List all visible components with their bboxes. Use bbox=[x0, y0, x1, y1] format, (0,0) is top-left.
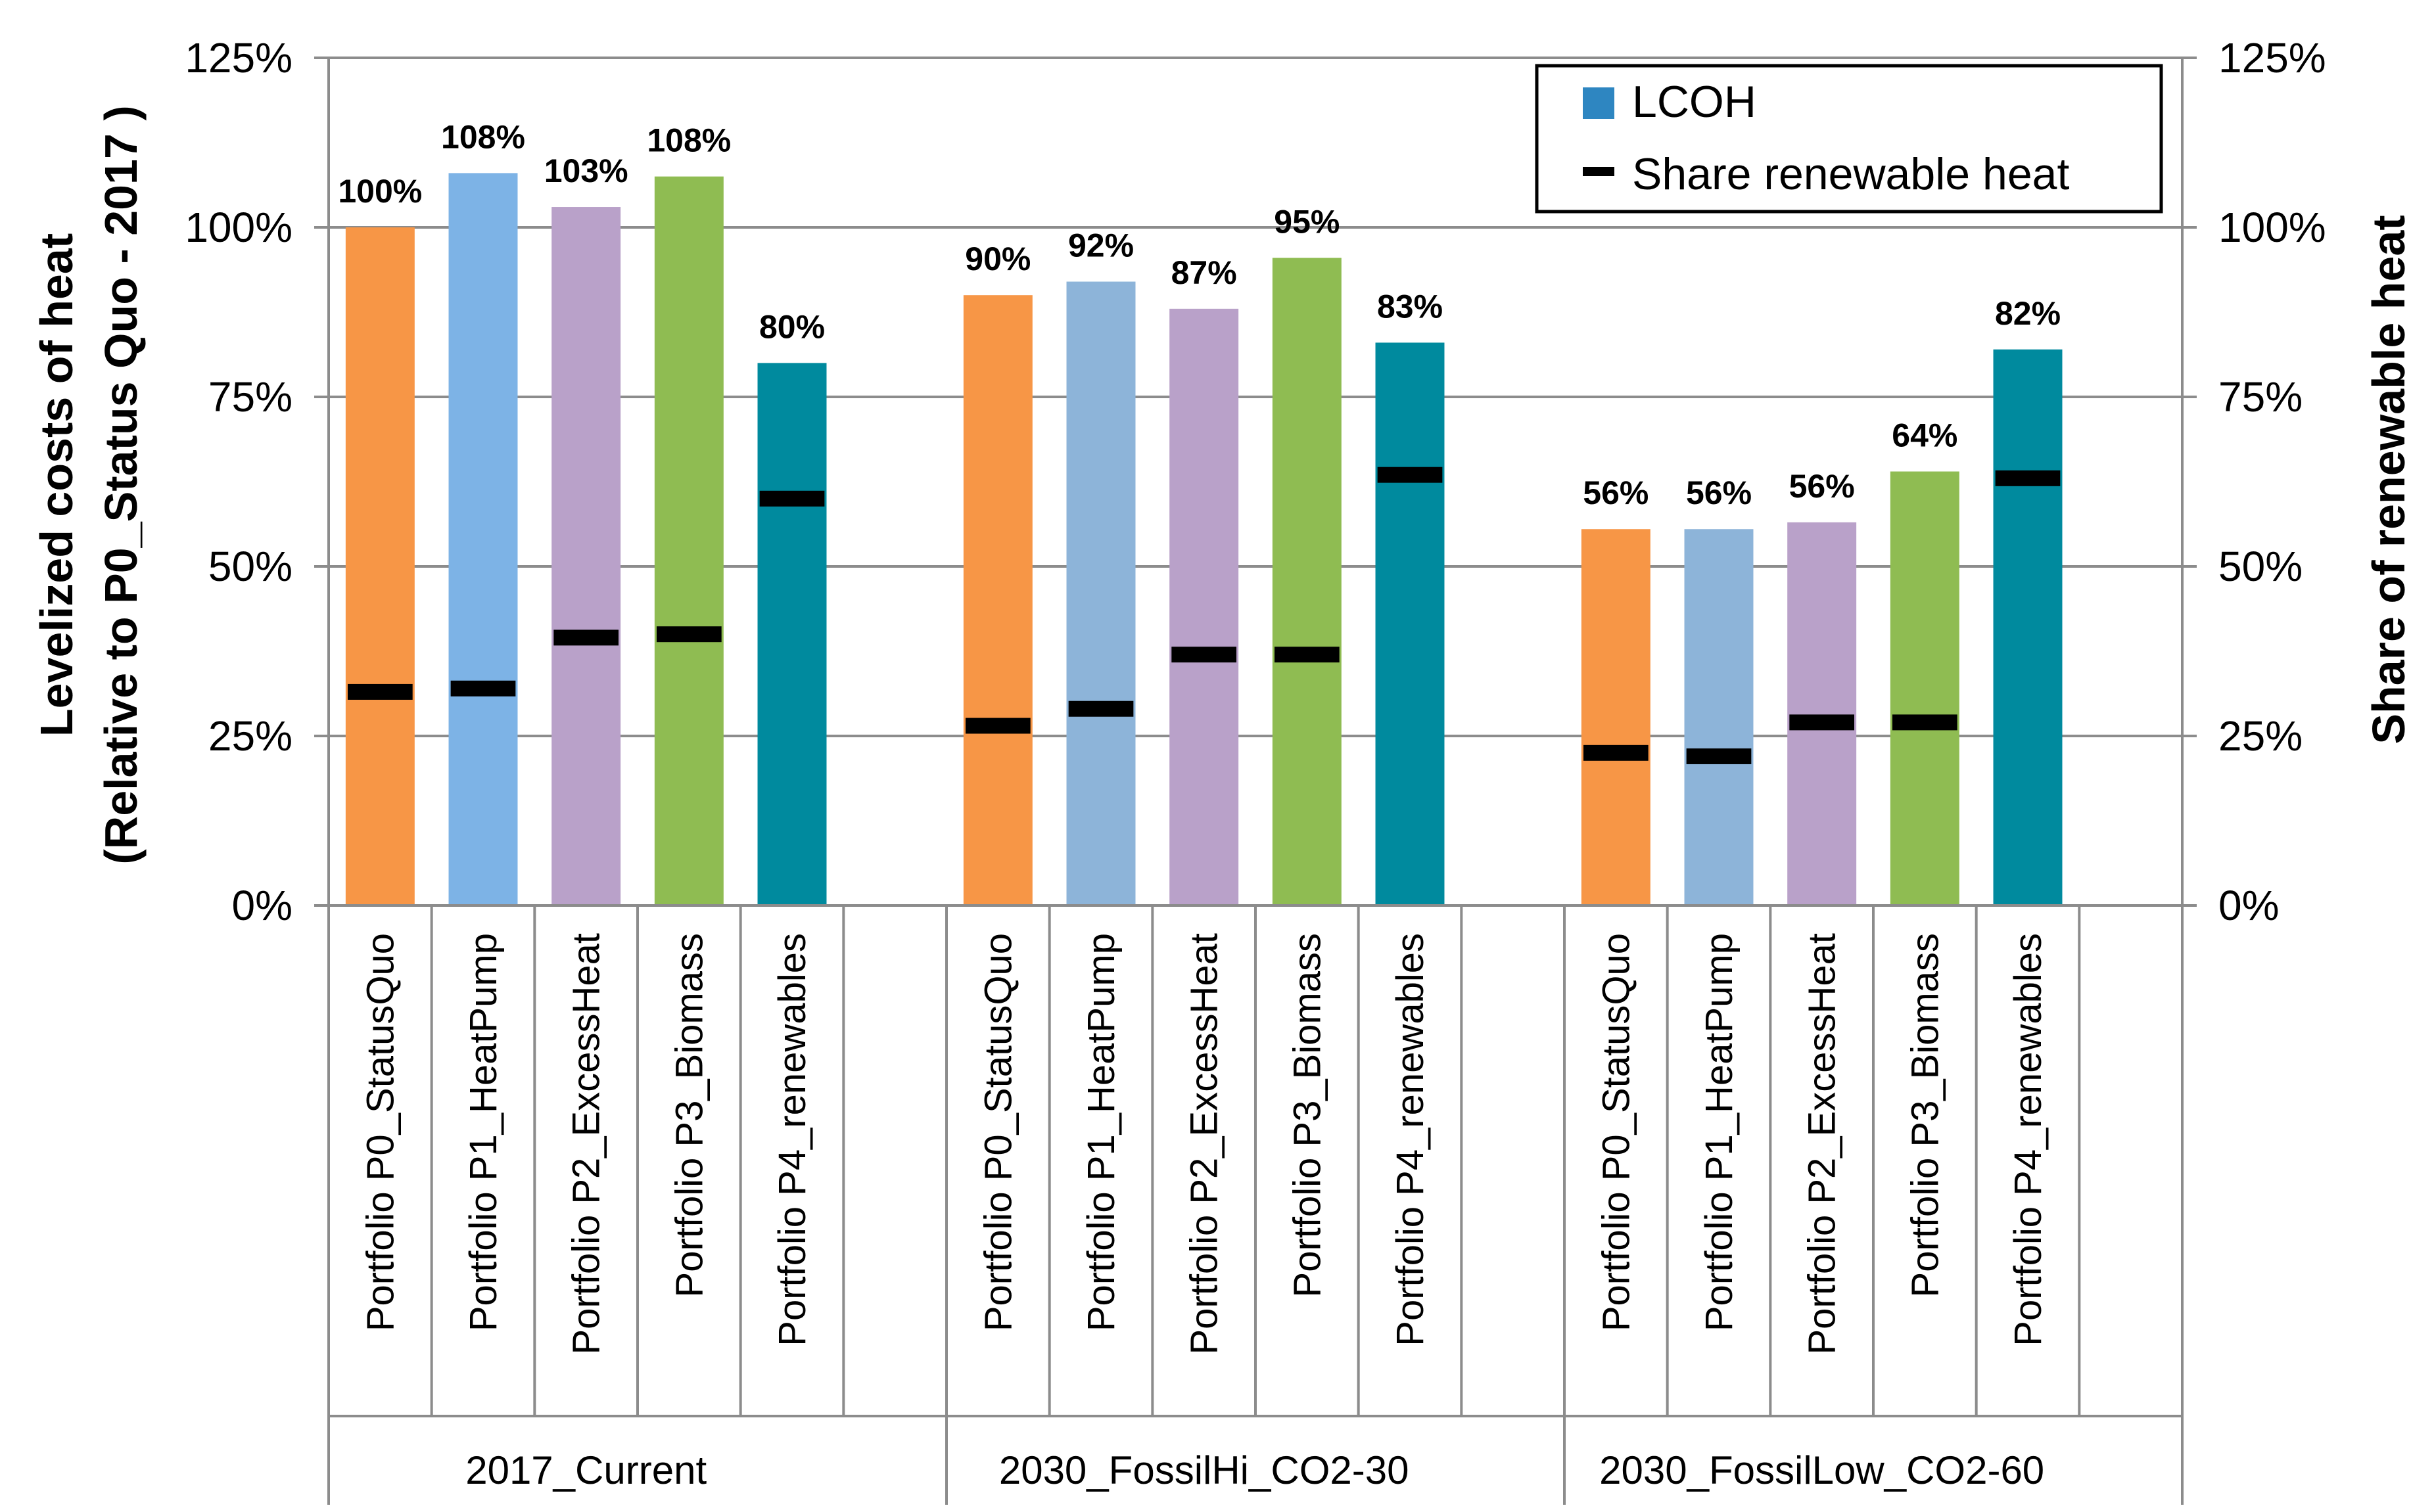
category-label: Portfolio P3_Biomass bbox=[1904, 933, 1946, 1297]
renewable-share-marker bbox=[347, 683, 413, 700]
bar bbox=[1066, 281, 1136, 905]
bar bbox=[1993, 349, 2063, 905]
renewable-share-marker bbox=[1995, 470, 2061, 486]
bar bbox=[1787, 522, 1857, 905]
group-labels: 2017_Current 2030_FossilHi_CO2-30 2030_Fos… bbox=[465, 1448, 2044, 1492]
data-label: 108% bbox=[441, 118, 525, 155]
y-tick-label-right: 50% bbox=[2218, 543, 2303, 590]
y-tick-label-left: 125% bbox=[185, 34, 293, 81]
category-label: Portfolio P2_ExcessHeat bbox=[1183, 933, 1226, 1355]
renewable-share-marker bbox=[1789, 714, 1855, 731]
legend-share-renewable-label: Share renewable heat bbox=[1632, 149, 2069, 199]
y-axis-title-right: Share of renewable heat bbox=[2363, 215, 2414, 744]
category-label: Portfolio P4_renewables bbox=[771, 933, 814, 1346]
bar bbox=[551, 207, 621, 905]
bars bbox=[345, 173, 2063, 906]
legend: LCOH Share renewable heat bbox=[1535, 64, 2163, 214]
legend-lcoh-label: LCOH bbox=[1632, 77, 1756, 127]
data-label: 100% bbox=[338, 173, 422, 210]
gridlines bbox=[329, 57, 2182, 737]
data-label: 82% bbox=[1995, 295, 2061, 332]
data-labels: 100% 108% 103% 108% 80% 90% 92% 87% 95% 83% 56% 56%… bbox=[338, 118, 2061, 511]
category-label: Portfolio P2_ExcessHeat bbox=[565, 933, 608, 1355]
category-label: Portfolio P1_HeatPump bbox=[1698, 933, 1741, 1331]
data-label: 108% bbox=[647, 122, 731, 159]
category-label: Portfolio P4_renewables bbox=[2007, 933, 2049, 1346]
data-label: 56% bbox=[1583, 474, 1649, 511]
category-label: Portfolio P4_renewables bbox=[1389, 933, 1432, 1346]
y-axis-title-left-line2: (Relative to P0_Status Quo - 2017 ) bbox=[95, 105, 147, 864]
y-tick-label-right: 75% bbox=[2218, 373, 2303, 421]
renewable-share-marker bbox=[1892, 714, 1957, 731]
data-label: 56% bbox=[1789, 468, 1855, 505]
y-tick-labels: 0% 0% 25% 25% 50% 50% 75% 75% 100% 100% 125% 125% bbox=[185, 34, 2326, 929]
legend-lcoh-swatch bbox=[1583, 87, 1614, 119]
y-tick-label-left: 25% bbox=[208, 712, 293, 760]
renewable-share-marker bbox=[1583, 745, 1649, 761]
bar bbox=[963, 295, 1033, 905]
bar bbox=[1581, 529, 1650, 905]
group-label: 2017_Current bbox=[465, 1448, 707, 1492]
y-tick-label-right: 125% bbox=[2218, 34, 2326, 81]
bar bbox=[1169, 308, 1239, 906]
data-label: 92% bbox=[1068, 227, 1134, 264]
category-label: Portfolio P2_ExcessHeat bbox=[1801, 933, 1844, 1355]
category-label: Portfolio P1_HeatPump bbox=[1080, 933, 1123, 1331]
group-label: 2030_FossilHi_CO2-30 bbox=[999, 1448, 1409, 1492]
category-label: Portfolio P0_StatusQuo bbox=[977, 933, 1019, 1331]
y-tick-label-right: 0% bbox=[2218, 882, 2280, 929]
y-tick-label-left: 50% bbox=[208, 543, 293, 590]
renewable-share-marker bbox=[1068, 700, 1134, 717]
renewable-share-marker bbox=[656, 626, 722, 643]
y-tick-label-right: 100% bbox=[2218, 204, 2326, 251]
renewable-share-marker bbox=[1377, 467, 1443, 483]
category-label: Portfolio P1_HeatPump bbox=[462, 933, 505, 1331]
renewable-share-marker bbox=[450, 680, 516, 697]
bar bbox=[1272, 258, 1342, 905]
y-tick-label-left: 75% bbox=[208, 373, 293, 421]
renewable-share-marker bbox=[1686, 748, 1752, 764]
renewable-share-markers bbox=[347, 467, 2061, 764]
bar bbox=[345, 227, 415, 905]
data-label: 64% bbox=[1892, 417, 1957, 454]
legend-share-renewable-swatch bbox=[1583, 167, 1614, 176]
bar bbox=[1684, 529, 1754, 905]
data-label: 80% bbox=[759, 308, 825, 345]
renewable-share-marker bbox=[965, 718, 1031, 734]
renewable-share-marker bbox=[1171, 647, 1237, 663]
data-label: 90% bbox=[965, 241, 1031, 277]
renewable-share-marker bbox=[1274, 647, 1340, 663]
data-label: 56% bbox=[1686, 474, 1752, 511]
category-labels: Portfolio P0_StatusQuo Portfolio P1_HeatP… bbox=[359, 933, 2049, 1355]
y-tick-label-left: 0% bbox=[232, 882, 293, 929]
data-label: 103% bbox=[544, 152, 628, 189]
data-label: 87% bbox=[1171, 254, 1237, 291]
bar bbox=[654, 176, 724, 906]
category-label: Portfolio P3_Biomass bbox=[1286, 933, 1328, 1297]
data-label: 95% bbox=[1274, 203, 1340, 240]
category-label: Portfolio P0_StatusQuo bbox=[359, 933, 402, 1331]
bar bbox=[757, 363, 827, 905]
bar bbox=[448, 173, 518, 906]
renewable-share-marker bbox=[553, 630, 619, 646]
y-tick-label-right: 25% bbox=[2218, 712, 2303, 760]
bar bbox=[1375, 342, 1445, 905]
data-label: 83% bbox=[1377, 288, 1443, 325]
category-label: Portfolio P0_StatusQuo bbox=[1595, 933, 1637, 1331]
group-label: 2030_FossilLow_CO2-60 bbox=[1599, 1448, 2044, 1492]
renewable-share-marker bbox=[759, 490, 825, 507]
legend-box bbox=[1535, 64, 2163, 214]
category-label: Portfolio P3_Biomass bbox=[668, 933, 711, 1297]
y-tick-label-left: 100% bbox=[185, 204, 293, 251]
bar bbox=[1890, 471, 1959, 905]
y-axis-title-left-line1: Levelized costs of heat bbox=[31, 233, 82, 737]
axes bbox=[314, 57, 2197, 1505]
